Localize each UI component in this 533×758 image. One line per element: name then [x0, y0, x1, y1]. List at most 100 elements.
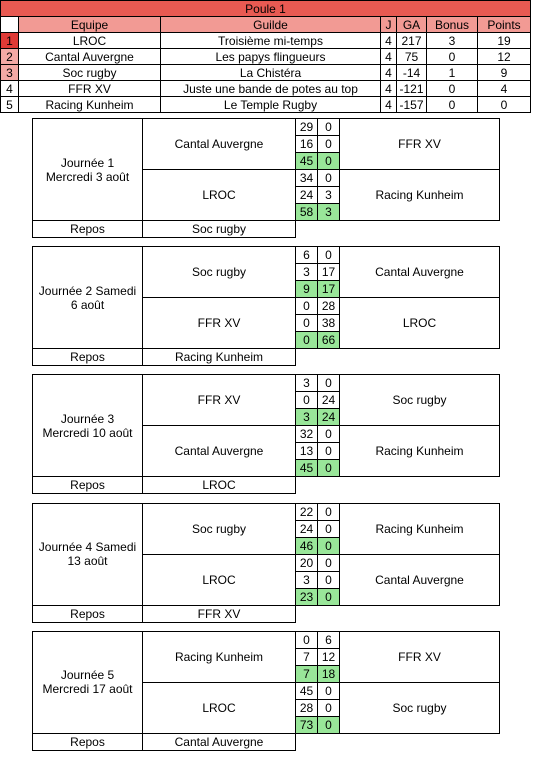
away-team: Cantal Auvergne	[339, 553, 500, 606]
blank	[296, 477, 500, 494]
score-row: 0 24	[33, 391, 500, 410]
rank-cell: 5	[0, 96, 19, 113]
standing-cell: 4	[380, 80, 397, 97]
score: 0	[317, 553, 340, 572]
home-team: FFR XV	[142, 297, 296, 350]
day-label: Journée 2 Samedi 6 août	[32, 246, 143, 350]
score: 24	[295, 519, 318, 538]
blank	[296, 605, 500, 622]
matchday-table: Journée 5 Mercredi 17 août Racing Kunheim 0…	[32, 630, 500, 751]
away-team: FFR XV	[339, 630, 500, 683]
score: 29	[295, 118, 318, 136]
total-score: 3	[295, 408, 318, 427]
away-team: FFR XV	[339, 118, 500, 170]
total-score: 18	[317, 664, 340, 683]
total-score: 58	[295, 203, 318, 221]
away-team: Racing Kunheim	[339, 169, 500, 221]
standing-cell: 4	[380, 48, 397, 65]
total-score: 45	[295, 152, 318, 170]
standing-cell: 0	[476, 96, 532, 113]
score: 3	[317, 186, 340, 204]
score: 3	[295, 263, 318, 282]
repos-row: Repos FFR XV	[32, 604, 500, 623]
table-title: Poule 1	[0, 0, 532, 17]
score-row: 58 3	[33, 203, 500, 221]
score: 34	[295, 169, 318, 187]
score: 38	[317, 314, 340, 333]
score: 0	[317, 570, 340, 589]
repos-team: Cantal Auvergne	[142, 732, 296, 751]
standing-cell: -121	[396, 80, 427, 97]
standing-row: 3 Soc rugby La Chistéra 4 -14 1 9	[0, 64, 532, 81]
away-team: Soc rugby	[339, 681, 500, 734]
total-score: 0	[317, 152, 340, 170]
header-cell: Bonus	[426, 16, 478, 33]
repos-label: Repos	[32, 732, 143, 751]
score-row: 45 0	[33, 459, 500, 478]
standing-cell: LROC	[18, 32, 161, 49]
repos-label: Repos	[32, 476, 143, 495]
away-team: Racing Kunheim	[339, 502, 500, 555]
score-row: LROC 20 0 Cantal Auvergne	[33, 553, 500, 606]
home-team: LROC	[142, 553, 296, 606]
standing-row: 4 FFR XV Juste une bande de potes au top 4-…	[0, 80, 532, 97]
standing-cell: 4	[476, 80, 532, 97]
score: 45	[295, 681, 318, 700]
repos-team: LROC	[142, 476, 296, 495]
standing-cell: FFR XV	[18, 80, 161, 97]
repos-team: Soc rugby	[142, 220, 296, 238]
total-score: 9	[295, 280, 318, 299]
blank	[296, 221, 500, 238]
total-score: 3	[317, 203, 340, 221]
rank-cell: 4	[0, 80, 19, 97]
home-team: FFR XV	[142, 374, 296, 427]
away-team: LROC	[339, 297, 500, 350]
standing-cell: Cantal Auvergne	[18, 48, 161, 65]
total-score: 7	[295, 664, 318, 683]
day-label: Journée 1 Mercredi 3 août	[32, 118, 143, 221]
score: 0	[317, 135, 340, 153]
home-team: LROC	[142, 681, 296, 734]
score-row: Journée 3 Mercredi 10 août FFR XV 3 0 Soc rug…	[32, 374, 500, 478]
standing-cell: -157	[396, 96, 427, 113]
score: 6	[295, 246, 318, 265]
header-cell	[0, 16, 19, 33]
day-label: Journée 3 Mercredi 10 août	[32, 374, 143, 478]
score: 0	[295, 314, 318, 333]
score-row: 23 0	[33, 587, 500, 606]
header-cell: Points	[476, 16, 532, 33]
home-team: Racing Kunheim	[142, 630, 296, 683]
repos-label: Repos	[32, 220, 143, 238]
score: 0	[317, 502, 340, 521]
home-team: Cantal Auvergne	[142, 425, 296, 478]
blank	[296, 349, 500, 366]
day-label-line: Journée 1	[60, 155, 115, 170]
total-score: 73	[295, 715, 318, 734]
score: 0	[317, 681, 340, 700]
standing-cell: 217	[396, 32, 427, 49]
standings-table: Poule 1 Equipe Guilde J GA Bonus Points 1 LROC Tr…	[0, 0, 532, 113]
total-score: 17	[317, 280, 340, 299]
score-row: 13 0	[33, 442, 500, 461]
home-team: Cantal Auvergne	[142, 118, 296, 170]
score: 6	[317, 630, 340, 649]
score: 16	[295, 135, 318, 153]
standing-row: 1 LROC Troisième mi-temps 4 217 3 19	[0, 32, 532, 49]
total-score: 46	[295, 536, 318, 555]
rank-cell: 3	[0, 64, 19, 81]
day-label-line: Journée 2 Samedi	[38, 283, 137, 298]
score-row: Journée 5 Mercredi 17 août Racing Kunheim 0…	[32, 630, 500, 734]
score-row: 24 0	[33, 519, 500, 538]
total-score: 0	[317, 587, 340, 606]
day-label-line: Journée 4 Samedi	[38, 540, 137, 555]
score-row: 7 18	[33, 664, 500, 683]
score-row: 3 24	[33, 408, 500, 427]
standing-cell: La Chistéra	[160, 64, 381, 81]
standing-cell: 0	[426, 80, 478, 97]
rank-cell: 1	[0, 32, 19, 49]
away-team: Soc rugby	[339, 374, 500, 427]
standing-cell: Troisième mi-temps	[160, 32, 381, 49]
standing-cell: Soc rugby	[18, 64, 161, 81]
score: 17	[317, 263, 340, 282]
